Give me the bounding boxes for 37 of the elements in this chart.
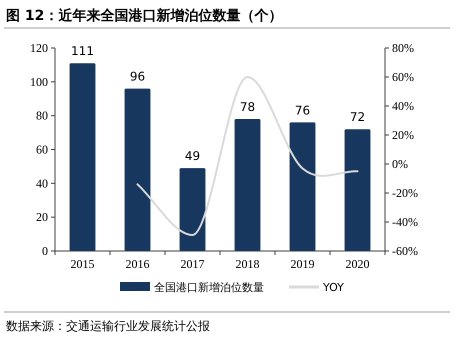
y-tick-label: 100 bbox=[30, 74, 48, 89]
data-label: 49 bbox=[184, 149, 200, 164]
y-tick-label: 0 bbox=[42, 244, 48, 258]
data-label: 72 bbox=[350, 110, 366, 124]
bar bbox=[290, 122, 316, 251]
legend-label: YOY bbox=[322, 281, 344, 294]
chart-title: 图 12：近年来全国港口新增泊位数量（个） bbox=[6, 7, 282, 24]
y-tick-label: 120 bbox=[30, 41, 48, 55]
y2-tick-label: -40% bbox=[392, 215, 418, 229]
y2-tick-label: 0% bbox=[392, 157, 408, 171]
bar bbox=[124, 88, 150, 251]
y-tick-label: 60 bbox=[36, 142, 48, 156]
y2-tick-label: 40% bbox=[392, 99, 414, 113]
y2-tick-label: 60% bbox=[392, 70, 414, 84]
x-tick-label: 2015 bbox=[70, 257, 94, 271]
bar bbox=[234, 119, 260, 251]
y2-tick-label: 20% bbox=[392, 128, 414, 142]
source-note: 数据来源：交通运输行业发展统计公报 bbox=[6, 319, 210, 333]
y2-tick-label: -60% bbox=[392, 244, 418, 258]
legend-label: 全国港口新增泊位数量 bbox=[154, 281, 264, 294]
y2-tick-label: 80% bbox=[392, 41, 414, 55]
y-tick-label: 20 bbox=[36, 210, 48, 224]
data-label: 78 bbox=[240, 100, 256, 114]
y-tick-label: 80 bbox=[36, 108, 48, 123]
x-tick-label: 2020 bbox=[346, 257, 370, 271]
x-tick-label: 2016 bbox=[126, 257, 150, 271]
bar bbox=[70, 63, 96, 251]
data-label: 111 bbox=[71, 44, 94, 58]
x-tick-label: 2019 bbox=[290, 257, 314, 271]
bar bbox=[180, 168, 206, 251]
x-tick-label: 2018 bbox=[236, 257, 260, 271]
bar bbox=[344, 129, 370, 251]
data-label: 76 bbox=[294, 103, 310, 118]
y-tick-label: 40 bbox=[36, 176, 48, 190]
y2-tick-label: -20% bbox=[392, 186, 418, 200]
x-tick-label: 2017 bbox=[180, 257, 204, 271]
data-label: 96 bbox=[130, 70, 146, 84]
